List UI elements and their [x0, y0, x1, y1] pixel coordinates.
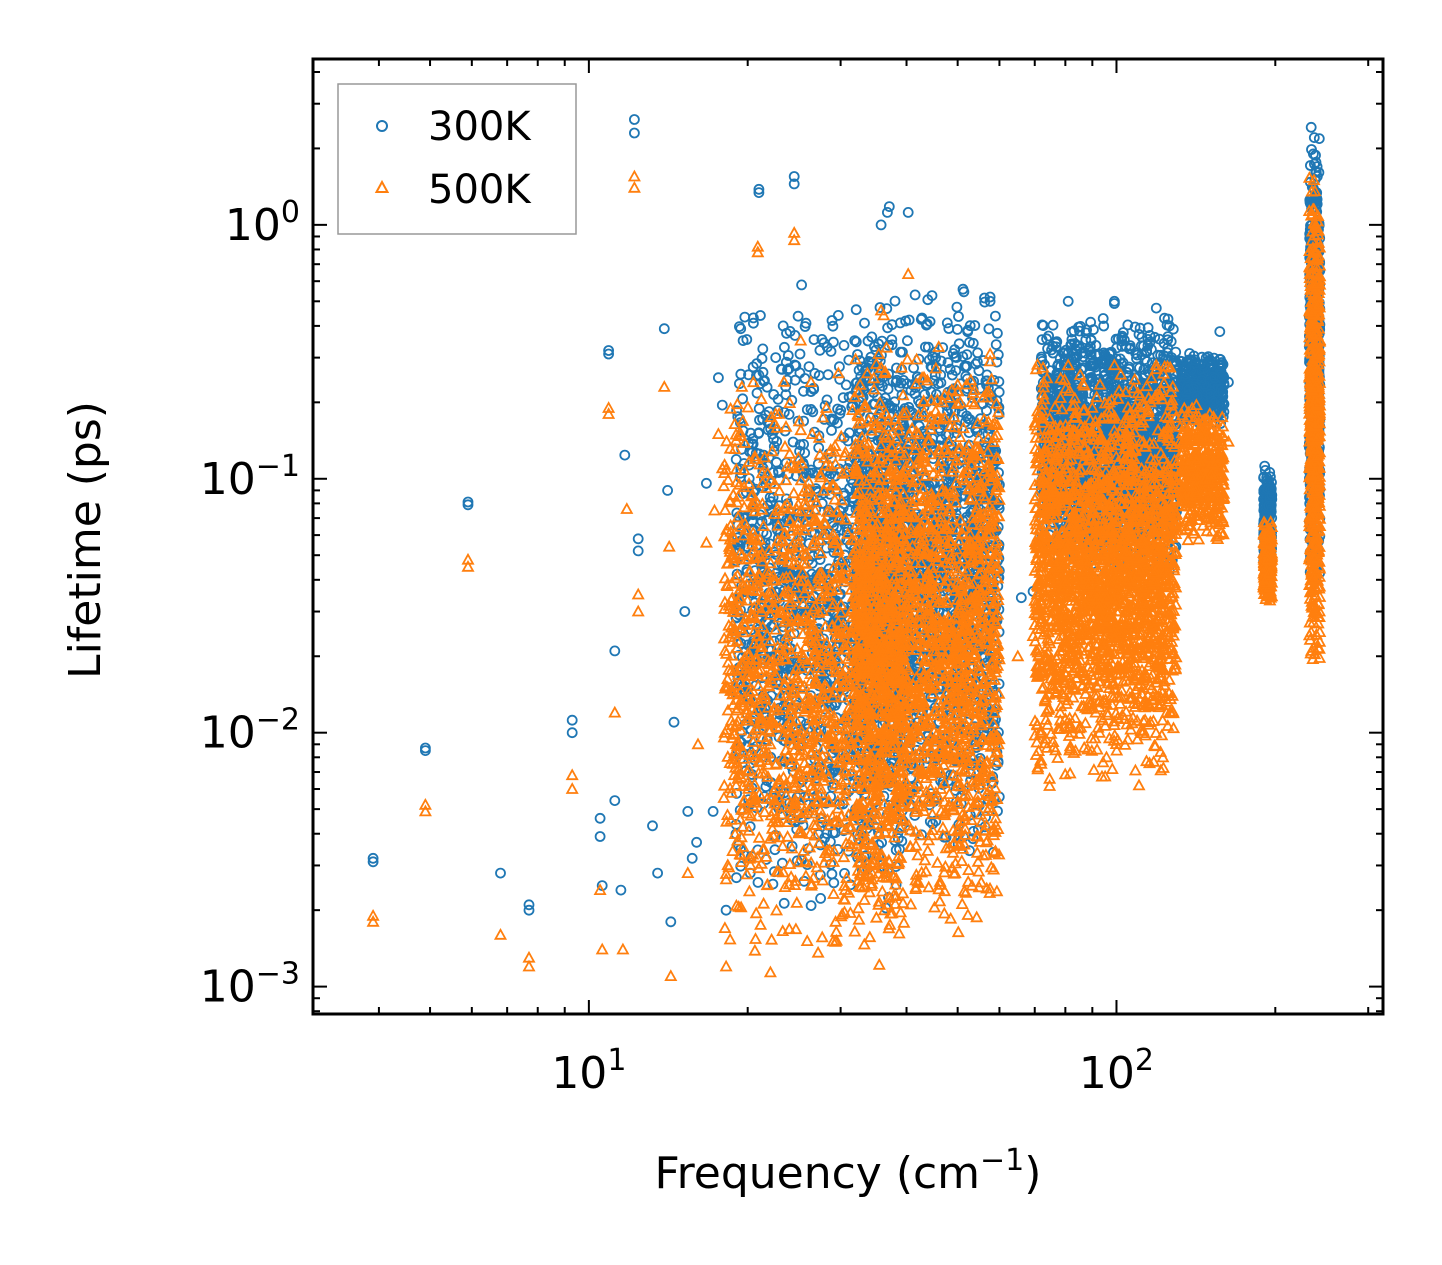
data-point-300K	[952, 323, 963, 335]
y-tick-label: 10−2	[200, 703, 300, 759]
data-point-300K	[805, 900, 817, 911]
data-point-300K	[859, 317, 870, 329]
data-point-300K	[826, 868, 838, 880]
data-point-300K	[738, 458, 750, 469]
y-axis-ticks: 10−3 10−2 10−1 100	[200, 70, 1383, 1013]
data-point-300K	[993, 386, 1005, 398]
data-point-300K	[786, 394, 798, 406]
data-point-300K	[807, 406, 819, 418]
data-point-300K	[794, 348, 806, 360]
data-point-300K	[787, 436, 799, 448]
data-point-300K	[992, 327, 1003, 339]
data-point-300K	[782, 364, 793, 376]
data-point-300K	[840, 379, 852, 391]
data-point-300K	[816, 498, 828, 509]
data-point-300K	[815, 893, 826, 904]
x-tick-label: 102	[1079, 1043, 1154, 1099]
data-point-300K	[753, 403, 765, 415]
data-point-300K	[768, 389, 780, 400]
data-point-300K	[909, 289, 921, 301]
data-point-300K	[826, 424, 837, 436]
x-tick-label: 101	[551, 1043, 626, 1099]
data-point-300K	[816, 333, 828, 345]
y-tick-label: 10−3	[200, 957, 300, 1013]
data-point-300K	[771, 456, 782, 468]
data-point-300K	[781, 493, 792, 505]
y-tick-label: 100	[225, 195, 300, 251]
data-point-300K	[747, 433, 759, 445]
data-point-300K	[798, 385, 809, 397]
data-point-300K	[822, 369, 834, 381]
data-point-300K	[837, 392, 849, 404]
data-point-300K	[795, 715, 806, 727]
data-point-300K	[778, 897, 790, 909]
data-point-300K	[823, 504, 834, 516]
data-point-300K	[739, 311, 751, 323]
data-point-300K	[827, 320, 839, 332]
data-point-300K	[850, 304, 862, 316]
data-point-300K	[801, 404, 813, 416]
data-point-300K	[743, 369, 754, 381]
y-tick-label: 10−1	[200, 449, 300, 505]
data-point-300K	[972, 347, 983, 359]
data-point-300K	[889, 295, 901, 307]
data-point-300K	[792, 310, 804, 322]
data-point-300K	[834, 373, 846, 385]
data-point-300K	[760, 781, 772, 793]
data-point-300K	[755, 310, 766, 321]
data-point-300K	[756, 516, 768, 527]
data-point-300K	[908, 362, 919, 374]
data-point-300K	[780, 381, 792, 393]
data-point-300K	[789, 374, 801, 386]
x-axis-ticks: 101 102	[312, 59, 1370, 1099]
data-point-300K	[756, 353, 768, 365]
data-point-300K	[752, 877, 764, 888]
data-point-300K	[803, 361, 815, 373]
data-point-300K	[757, 343, 769, 355]
data-point-300K	[951, 301, 963, 313]
data-point-300K	[780, 389, 792, 401]
data-point-300K	[731, 872, 742, 884]
data-point-300K	[990, 310, 1001, 322]
data-point-300K	[983, 323, 995, 335]
data-point-300K	[779, 341, 790, 353]
data-point-300K	[990, 339, 1002, 351]
data-point-300K	[828, 877, 840, 889]
data-point-300K	[828, 336, 839, 348]
data-point-300K	[953, 311, 964, 322]
data-point-300K	[902, 335, 913, 347]
data-point-300K	[941, 317, 953, 329]
data-point-300K	[805, 403, 817, 415]
data-point-300K	[838, 339, 850, 351]
data-point-300K	[833, 556, 844, 567]
